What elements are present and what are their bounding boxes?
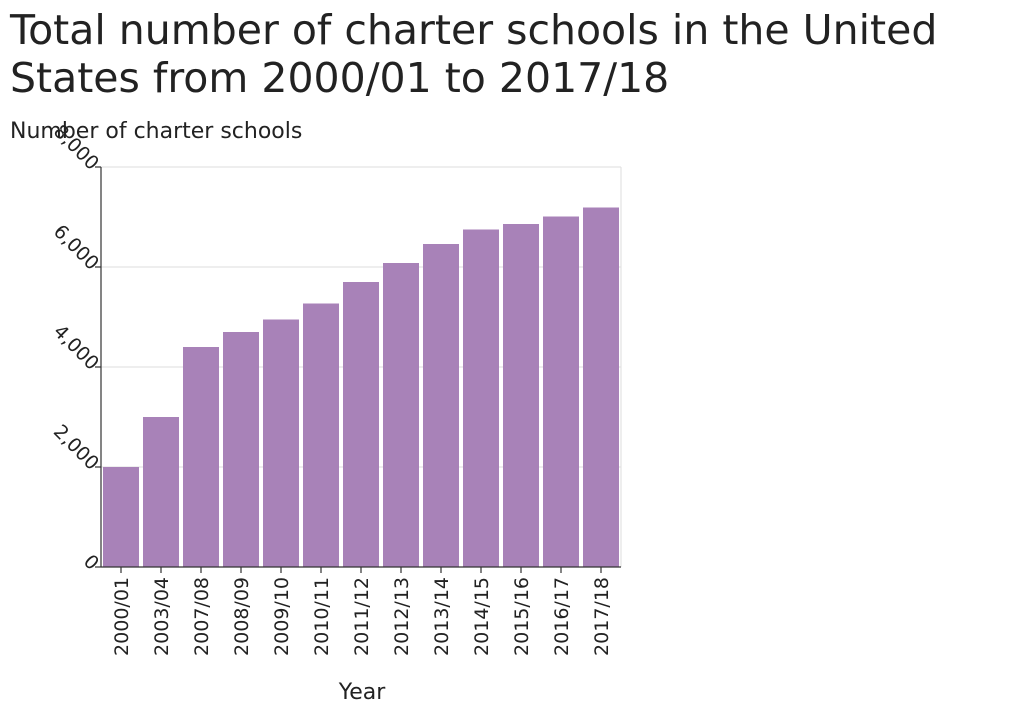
y-axis-title: Number of charter schools (10, 119, 302, 144)
x-tick-label: 2014/15 (471, 577, 493, 656)
x-tick-label: 2016/17 (551, 577, 573, 656)
x-tick-label: 2017/18 (591, 577, 613, 656)
x-tick-label: 2015/16 (511, 577, 533, 656)
bar-2015-16 (503, 224, 539, 567)
bar-2000-01 (103, 467, 139, 567)
bar-2008-09 (223, 332, 259, 567)
y-tick-label: 6,000 (49, 221, 103, 275)
x-axis-title: Year (338, 680, 387, 705)
bar-2010-11 (303, 303, 339, 567)
bar-2009-10 (263, 319, 299, 567)
x-tick-label: 2007/08 (191, 577, 213, 656)
x-tick-label: 2013/14 (431, 577, 453, 656)
bar-2012-13 (383, 263, 419, 567)
bar-2013-14 (423, 244, 459, 567)
x-tick-label: 2000/01 (111, 577, 133, 656)
bar-2007-08 (183, 347, 219, 567)
x-tick-label: 2008/09 (231, 577, 253, 656)
bars (103, 207, 619, 567)
bar-2003-04 (143, 417, 179, 567)
x-tick-label: 2009/10 (271, 577, 293, 656)
bar-2014-15 (463, 229, 499, 567)
bar-2016-17 (543, 216, 579, 567)
chart-title: Total number of charter schools in the U… (10, 6, 938, 102)
x-tick-label: 2012/13 (391, 577, 413, 656)
x-tick-labels: 2000/01 2003/04 2007/08 2008/09 2009/10 2010/… (111, 577, 613, 656)
y-tick-label: 4,000 (49, 321, 103, 375)
y-tick-label: 0 (79, 550, 103, 574)
bar-2017-18 (583, 207, 619, 567)
x-tick-label: 2003/04 (151, 577, 173, 656)
bar-2011-12 (343, 282, 379, 567)
y-tick-label: 2,000 (49, 421, 103, 475)
axes (95, 166, 621, 573)
x-tick-label: 2011/12 (351, 577, 373, 656)
x-tick-label: 2010/11 (311, 577, 333, 656)
